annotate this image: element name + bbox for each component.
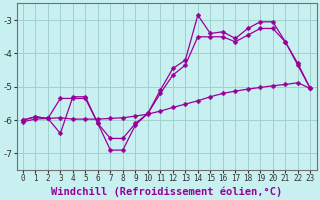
X-axis label: Windchill (Refroidissement éolien,°C): Windchill (Refroidissement éolien,°C)	[51, 186, 282, 197]
